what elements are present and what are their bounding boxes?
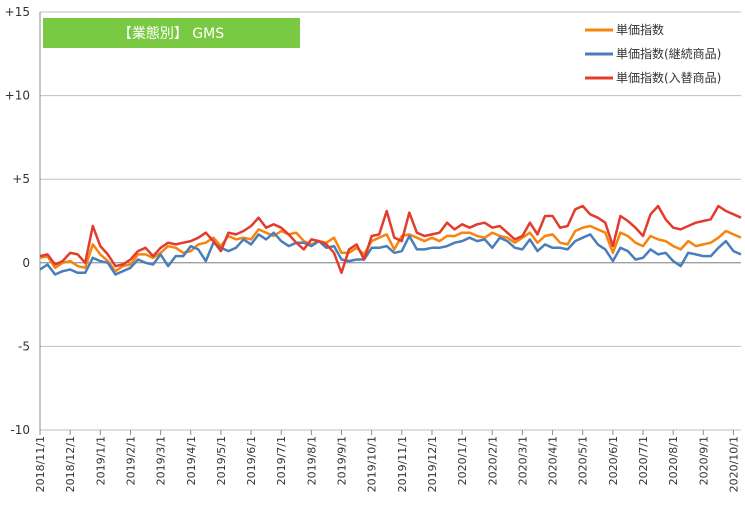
- x-tick-label: 2019/12/1: [426, 436, 439, 492]
- x-tick-label: 2020/7/1: [637, 436, 650, 485]
- series-line-2: [39, 231, 742, 276]
- x-tick-label: 2019/9/1: [336, 436, 349, 485]
- series-line-3: [39, 204, 742, 275]
- x-tick-label: 2019/6/1: [245, 436, 258, 485]
- x-tick-label: 2020/9/1: [697, 436, 710, 485]
- legend-label-1: 単価指数: [616, 22, 664, 37]
- x-tick-label: 2020/2/1: [486, 436, 499, 485]
- x-tick-label: 2020/5/1: [577, 436, 590, 485]
- x-tick-labels: 2018/11/1 2018/12/1 2019/1/1 2019/2/1 2019/3…: [34, 430, 740, 492]
- title-background: [43, 18, 300, 48]
- x-tick-label: 2019/10/1: [366, 436, 379, 492]
- x-tick-label: 2018/11/1: [34, 436, 47, 492]
- x-tick-label: 2018/12/1: [64, 436, 77, 492]
- y-tick-label: -10: [10, 423, 30, 437]
- x-tick-label: 2020/4/1: [547, 436, 560, 485]
- x-tick-label: 2019/3/1: [155, 436, 168, 485]
- x-tick-label: 2020/10/1: [727, 436, 740, 492]
- x-tick-label: 2020/1/1: [456, 436, 469, 485]
- y-tick-label: +15: [5, 5, 30, 19]
- x-tick-label: 2020/8/1: [667, 436, 680, 485]
- series-lines: [39, 204, 742, 276]
- chart-title: 【業態別】 GMS: [118, 26, 224, 42]
- axes: [39, 12, 741, 430]
- y-tick-label: 0: [22, 256, 30, 270]
- x-tick-label: 2019/2/1: [124, 436, 137, 485]
- x-tick-label: 2019/8/1: [305, 436, 318, 485]
- x-tick-label: 2020/6/1: [607, 436, 620, 485]
- x-tick-label: 2019/5/1: [215, 436, 228, 485]
- x-tick-label: 2020/3/1: [516, 436, 529, 485]
- x-tick-label: 2019/11/1: [396, 436, 409, 492]
- legend-label-2: 単価指数(継続商品): [616, 46, 721, 61]
- x-tick-label: 2019/7/1: [275, 436, 288, 485]
- x-tick-label: 2019/4/1: [185, 436, 198, 485]
- y-tick-label: +5: [12, 172, 30, 186]
- x-tick-label: 2019/1/1: [94, 436, 107, 485]
- chart-title-box: 【業態別】 GMS: [43, 18, 300, 48]
- y-tick-label: +10: [5, 89, 30, 103]
- series-line-1: [39, 224, 742, 273]
- y-tick-labels: -10 -5 0 +5 +10 +15: [5, 5, 30, 437]
- legend-label-3: 単価指数(入替商品): [616, 70, 721, 85]
- y-tick-label: -5: [18, 339, 30, 353]
